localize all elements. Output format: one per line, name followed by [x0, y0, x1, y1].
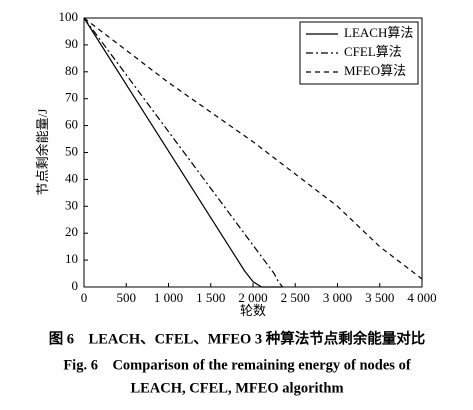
x-tick-label: 3 500 [365, 290, 394, 305]
x-axis-label: 轮数 [240, 303, 266, 318]
x-tick-label: 1 500 [196, 290, 225, 305]
x-tick-label: 3 000 [323, 290, 352, 305]
x-tick-label: 2 500 [281, 290, 310, 305]
legend-label: CFEL算法 [344, 44, 402, 59]
caption-en: LEACH, CFEL, MFEO algorithm [130, 380, 343, 396]
x-tick-label: 0 [81, 290, 88, 305]
y-tick-label: 100 [59, 9, 79, 24]
x-tick-label: 2 000 [238, 290, 267, 305]
x-tick-label: 500 [117, 290, 137, 305]
legend-label: LEACH算法 [344, 25, 413, 40]
caption-cn: 图 6 LEACH、CFEL、MFEO 3 种算法节点剩余能量对比 [49, 329, 426, 347]
x-tick-label: 1 000 [154, 290, 183, 305]
y-axis-label: 节点剩余能量/J [35, 109, 50, 196]
y-tick-label: 30 [65, 197, 78, 212]
y-tick-label: 40 [65, 170, 78, 185]
y-tick-label: 10 [65, 251, 78, 266]
y-tick-label: 80 [65, 63, 78, 78]
line [83, 17, 284, 288]
legend-label: MFEO算法 [344, 63, 406, 78]
y-tick-label: 70 [65, 90, 78, 105]
y-tick-label: 90 [65, 36, 78, 51]
y-tick-label: 0 [72, 278, 79, 293]
line [83, 17, 283, 288]
y-tick-label: 50 [65, 143, 78, 158]
line [83, 17, 423, 280]
y-tick-label: 20 [65, 224, 78, 239]
x-tick-label: 4 000 [407, 290, 436, 305]
legend-box [299, 21, 419, 85]
caption-en: Fig. 6 Comparison of the remaining energ… [63, 357, 410, 373]
y-tick-label: 60 [65, 117, 78, 132]
